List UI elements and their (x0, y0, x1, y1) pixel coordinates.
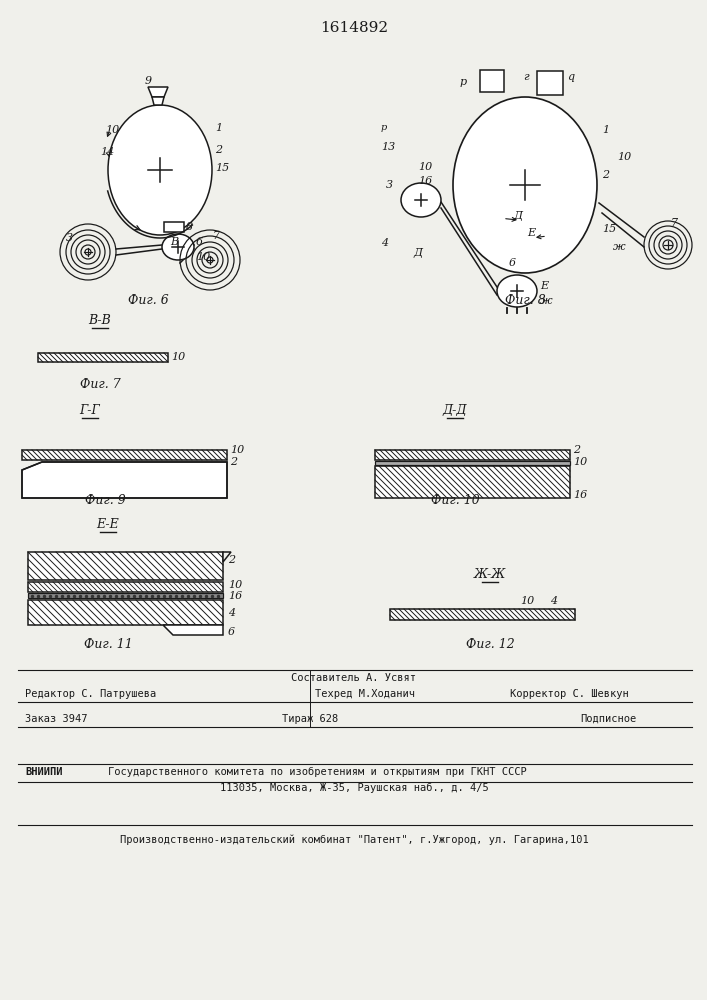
Text: ж: ж (613, 242, 626, 252)
Text: 10: 10 (617, 152, 631, 162)
Bar (480, 70, 504, 92)
Text: 14: 14 (100, 147, 115, 157)
Text: ВНИИПИ: ВНИИПИ (25, 767, 62, 777)
Text: 2: 2 (602, 170, 609, 180)
Text: 8: 8 (186, 222, 193, 232)
Text: Д: Д (513, 211, 522, 221)
Text: 15: 15 (602, 224, 617, 234)
Text: 1: 1 (602, 125, 609, 135)
Text: Корректор С. Шевкун: Корректор С. Шевкун (510, 689, 629, 699)
Text: 2: 2 (228, 555, 235, 565)
Ellipse shape (108, 105, 212, 235)
Circle shape (85, 249, 91, 255)
Polygon shape (163, 625, 223, 635)
Polygon shape (22, 462, 227, 498)
Text: 4: 4 (381, 238, 388, 248)
Text: 3: 3 (66, 233, 73, 243)
Text: Фиг. 8: Фиг. 8 (505, 294, 545, 306)
Text: q: q (567, 72, 574, 82)
Text: 113035, Москва, Ж-35, Раушская наб., д. 4/5: 113035, Москва, Ж-35, Раушская наб., д. … (220, 783, 489, 793)
Bar (28, 582, 223, 592)
Polygon shape (223, 552, 231, 562)
Text: 16: 16 (573, 490, 588, 500)
Text: E-E: E-E (97, 518, 119, 530)
Text: 3: 3 (386, 180, 393, 190)
Text: p: p (381, 122, 387, 131)
Text: 15: 15 (215, 163, 229, 173)
Text: Тираж 628: Тираж 628 (282, 714, 338, 724)
Text: Фиг. 7: Фиг. 7 (80, 378, 120, 391)
Text: 10: 10 (230, 445, 244, 455)
Text: 13: 13 (381, 142, 395, 152)
Text: Фиг. 6: Фиг. 6 (128, 294, 168, 306)
Text: Д: Д (413, 248, 422, 258)
Text: Государственного комитета по изобретениям и открытиям при ГКНТ СССР: Государственного комитета по изобретения… (108, 767, 527, 777)
Text: Фиг. 10: Фиг. 10 (431, 493, 479, 506)
Text: 2: 2 (215, 145, 222, 155)
Bar (28, 552, 223, 580)
Text: E: E (527, 228, 535, 238)
Text: 2: 2 (573, 445, 580, 455)
Text: 10: 10 (171, 353, 185, 362)
Text: Г-Г: Г-Г (80, 403, 100, 416)
Text: 6: 6 (509, 258, 516, 268)
Text: 6: 6 (196, 237, 203, 247)
Text: p: p (460, 77, 467, 87)
Text: 6: 6 (228, 627, 235, 637)
Text: 16: 16 (228, 591, 243, 601)
Text: г: г (523, 72, 529, 82)
Text: Фиг. 9: Фиг. 9 (85, 493, 125, 506)
Bar (38, 353, 168, 362)
Text: 9: 9 (145, 76, 152, 86)
Text: Подписное: Подписное (580, 714, 636, 724)
Bar (375, 466, 570, 498)
Text: Производственно-издательский комбинат "Патент", г.Ужгород, ул. Гагарина,101: Производственно-издательский комбинат "П… (119, 835, 588, 845)
Text: 10: 10 (573, 457, 588, 467)
Text: 7: 7 (213, 231, 220, 241)
Polygon shape (152, 97, 164, 105)
Text: 10: 10 (196, 252, 210, 262)
Circle shape (207, 257, 213, 263)
Text: 1614892: 1614892 (320, 21, 388, 35)
Bar (375, 450, 570, 460)
Text: 4: 4 (228, 608, 235, 618)
Text: Техред М.Ходанич: Техред М.Ходанич (315, 689, 415, 699)
Text: 4: 4 (550, 596, 557, 606)
Text: 10: 10 (228, 580, 243, 590)
Text: 10: 10 (105, 125, 119, 135)
Text: 7: 7 (671, 218, 678, 228)
Text: Составитель А. Усвят: Составитель А. Усвят (291, 673, 416, 683)
Text: B-B: B-B (88, 314, 112, 326)
Text: Ж-Ж: Ж-Ж (474, 568, 506, 580)
Text: E: E (540, 281, 548, 291)
Text: Д-Д: Д-Д (443, 403, 467, 416)
Text: 10: 10 (520, 596, 534, 606)
Ellipse shape (453, 97, 597, 273)
Bar (390, 609, 575, 620)
Text: 16: 16 (418, 176, 432, 186)
Bar (28, 593, 223, 598)
Text: B: B (170, 237, 178, 247)
Ellipse shape (162, 234, 194, 260)
Text: ж: ж (540, 296, 553, 306)
Bar (537, 71, 563, 95)
Text: Редактор С. Патрушева: Редактор С. Патрушева (25, 689, 156, 699)
Text: Фиг. 11: Фиг. 11 (83, 639, 132, 652)
Bar (22, 450, 227, 460)
Text: 10: 10 (418, 162, 432, 172)
Text: 1: 1 (215, 123, 222, 133)
Bar (375, 461, 570, 465)
Polygon shape (148, 87, 168, 97)
Text: Фиг. 12: Фиг. 12 (466, 639, 515, 652)
Ellipse shape (401, 183, 441, 217)
Text: Заказ 3947: Заказ 3947 (25, 714, 88, 724)
Ellipse shape (497, 275, 537, 307)
Bar (164, 222, 184, 232)
Text: 2: 2 (230, 457, 237, 467)
Bar (28, 600, 223, 625)
